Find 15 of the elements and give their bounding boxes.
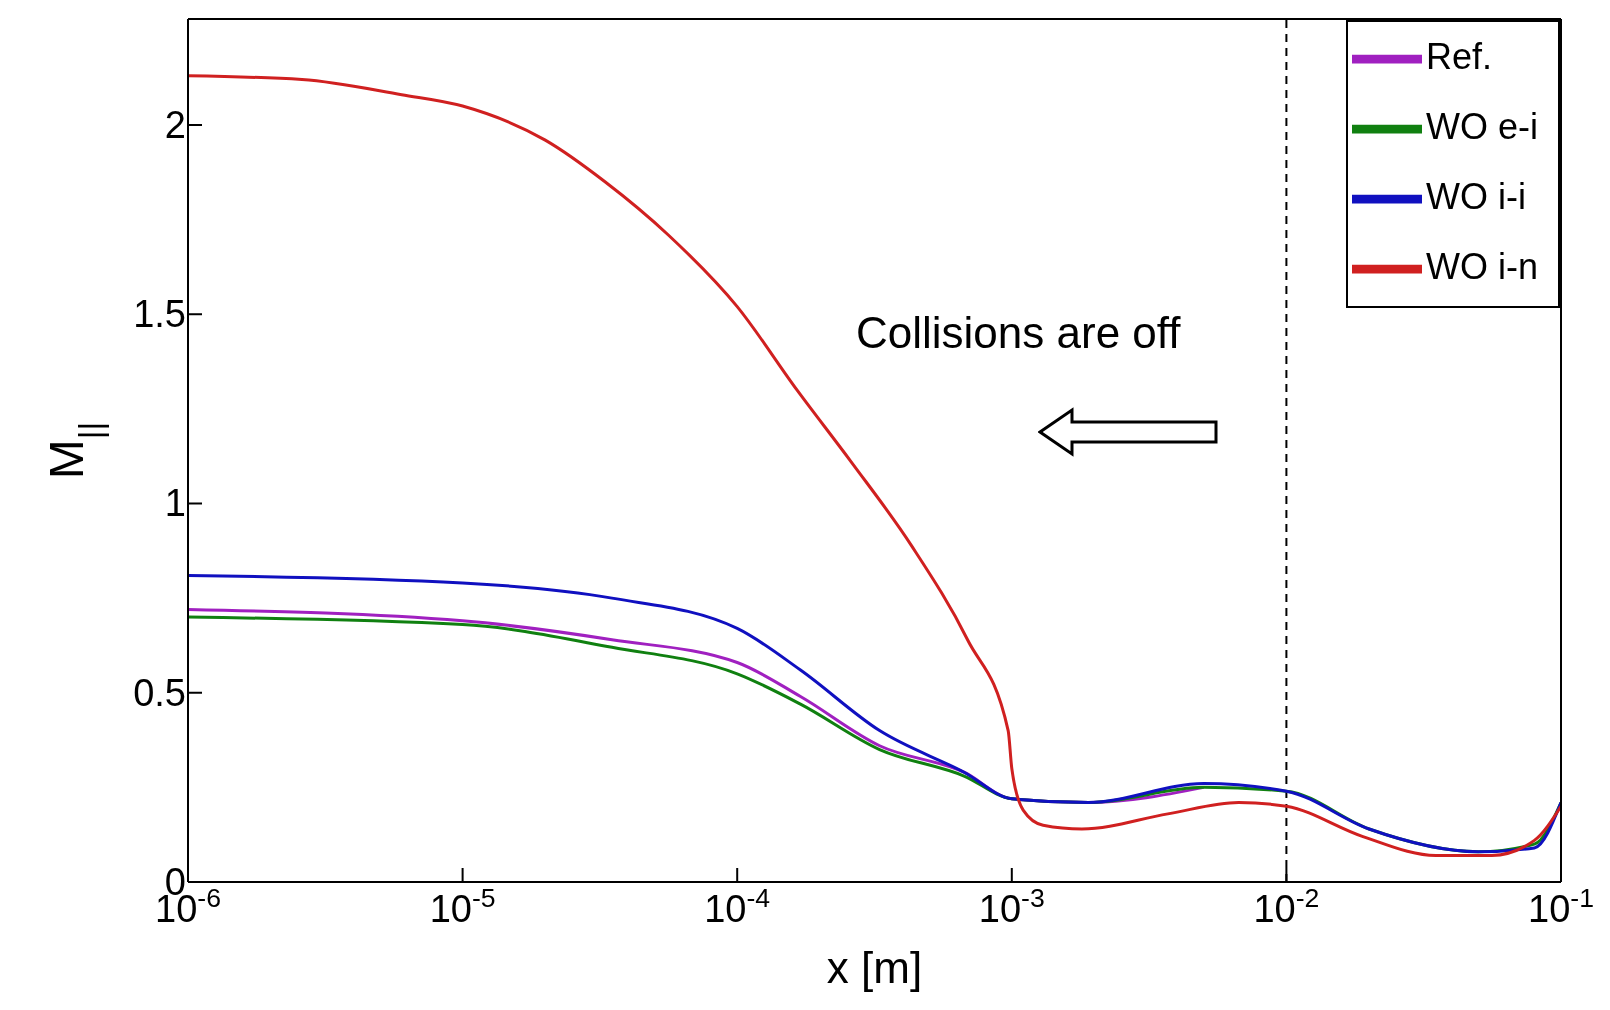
y-tick-label: 1 [164, 482, 186, 525]
y-tick-label: 2 [164, 103, 186, 146]
legend-label: WO e-i [1426, 105, 1538, 147]
x-axis-title: x [m] [826, 943, 923, 993]
x-tick-label: 10$^{-1}$ [1528, 883, 1594, 930]
y-tick-label: 1.5 [133, 293, 186, 336]
legend-label: WO i-n [1426, 245, 1538, 287]
x-tick-label: 10$^{-4}$ [704, 883, 771, 930]
annotation: Collisions are off [856, 308, 1181, 358]
legend-label: Ref. [1426, 35, 1493, 77]
x-tick-label: 10$^{-3}$ [978, 883, 1045, 930]
x-tick-label: 10$^{-2}$ [1253, 883, 1320, 930]
legend-label: WO i-i [1426, 175, 1526, 217]
y-tick-label: 0.5 [133, 671, 186, 714]
x-tick-label: 10$^{-5}$ [429, 883, 496, 930]
